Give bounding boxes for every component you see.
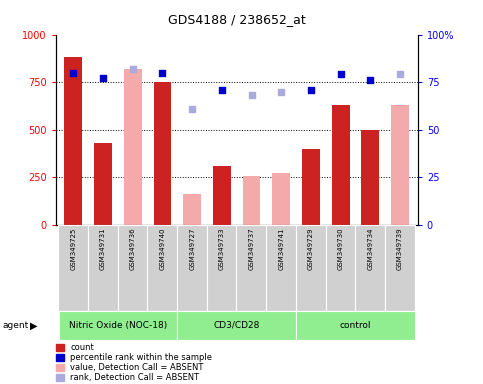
Text: percentile rank within the sample: percentile rank within the sample: [70, 353, 212, 362]
Bar: [391, 105, 409, 225]
Point: [337, 71, 344, 78]
Text: Nitric Oxide (NOC-18): Nitric Oxide (NOC-18): [69, 321, 167, 330]
Text: agent: agent: [2, 321, 28, 330]
Bar: [94, 143, 112, 225]
Point: [248, 92, 256, 98]
Bar: [332, 105, 350, 225]
Text: GSM349725: GSM349725: [71, 227, 76, 270]
Text: count: count: [70, 343, 94, 352]
Text: control: control: [340, 321, 371, 330]
Text: ▶: ▶: [30, 320, 38, 331]
Bar: [154, 82, 171, 225]
Bar: [272, 173, 290, 225]
Point: [99, 75, 107, 81]
Point: [129, 66, 137, 72]
Text: GDS4188 / 238652_at: GDS4188 / 238652_at: [168, 13, 306, 26]
Text: GSM349733: GSM349733: [219, 227, 225, 270]
Text: GSM349729: GSM349729: [308, 227, 314, 270]
Text: GSM349739: GSM349739: [397, 227, 403, 270]
Text: value, Detection Call = ABSENT: value, Detection Call = ABSENT: [70, 363, 203, 372]
Bar: [302, 149, 320, 225]
Point: [158, 70, 166, 76]
Text: GSM349727: GSM349727: [189, 227, 195, 270]
Bar: [124, 69, 142, 225]
Bar: [242, 176, 260, 225]
Point: [396, 71, 404, 78]
Point: [188, 106, 196, 112]
Text: GSM349741: GSM349741: [278, 227, 284, 270]
Text: rank, Detection Call = ABSENT: rank, Detection Call = ABSENT: [70, 373, 199, 382]
Point: [218, 87, 226, 93]
Text: GSM349736: GSM349736: [130, 227, 136, 270]
Point: [307, 87, 315, 93]
Bar: [64, 57, 82, 225]
Text: GSM349734: GSM349734: [367, 227, 373, 270]
Point: [277, 89, 285, 95]
Text: GSM349737: GSM349737: [249, 227, 255, 270]
Text: GSM349731: GSM349731: [100, 227, 106, 270]
Point: [367, 77, 374, 83]
Text: GSM349740: GSM349740: [159, 227, 166, 270]
Text: GSM349730: GSM349730: [338, 227, 343, 270]
Bar: [183, 194, 201, 225]
Bar: [361, 130, 379, 225]
Point: [70, 70, 77, 76]
Text: CD3/CD28: CD3/CD28: [213, 321, 260, 330]
Bar: [213, 166, 231, 225]
